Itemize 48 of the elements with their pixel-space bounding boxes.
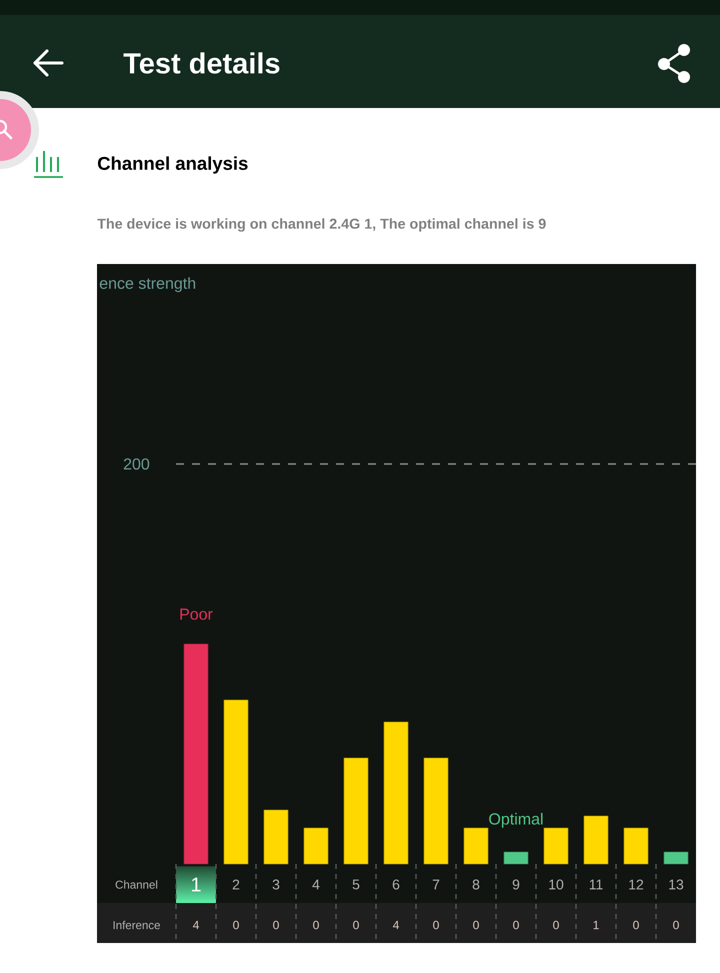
x-tick-label: 5: [352, 880, 360, 890]
data-label: 4: [392, 920, 399, 930]
x-tick-label: 12: [629, 880, 644, 890]
bar: [544, 828, 568, 864]
text: Test details: [124, 52, 280, 74]
x-tick-label: 2: [232, 880, 240, 890]
x-tick-label: 13: [669, 880, 684, 890]
x-tick-label: 4: [312, 880, 320, 890]
x-tick-label: 3: [272, 880, 280, 890]
x-tick-label: 7: [432, 880, 440, 890]
bar: [264, 810, 288, 864]
x-tick-label: 8: [472, 880, 480, 890]
bar: [184, 644, 208, 864]
data-label: 0: [273, 920, 279, 930]
chart-subtitle: The device is working on channel 2.4G 1, The optimal channel is 9: [97, 218, 546, 232]
x-tick-label: 6: [392, 880, 400, 890]
bar: [224, 700, 248, 864]
data-label: 0: [633, 920, 639, 930]
y-tick-label: 200: [124, 458, 150, 470]
data-label: 0: [233, 920, 239, 930]
bar: [624, 828, 648, 864]
bar: [424, 758, 448, 864]
bar: [584, 816, 608, 864]
x-axis-title: Channel: [116, 880, 158, 889]
data-label: 0: [473, 920, 479, 930]
data-label: 0: [673, 920, 679, 930]
bar: [384, 722, 408, 864]
chart-title: Channel analysis: [98, 156, 248, 174]
bar: [464, 828, 488, 864]
data-label: 0: [553, 920, 559, 930]
annotation: Poor: [180, 608, 213, 620]
bar: [304, 828, 328, 864]
bar: [504, 852, 528, 864]
annotation: Optimal: [489, 812, 542, 828]
data-label: 1: [594, 920, 599, 930]
data-label: 0: [313, 920, 319, 930]
x-tick-label: 11: [590, 880, 603, 890]
x-tick-label: 1: [192, 878, 201, 892]
bar: [664, 852, 688, 864]
x-tick-label: 9: [512, 880, 520, 890]
y-tick-label: Inference: [114, 920, 160, 930]
x-tick-label: 10: [549, 880, 564, 890]
data-label: 4: [192, 920, 199, 930]
data-label: 0: [433, 920, 439, 930]
y-axis-title: ence strength: [100, 277, 196, 292]
bar: [344, 758, 368, 864]
data-label: 0: [353, 920, 359, 930]
data-label: 0: [513, 920, 519, 930]
